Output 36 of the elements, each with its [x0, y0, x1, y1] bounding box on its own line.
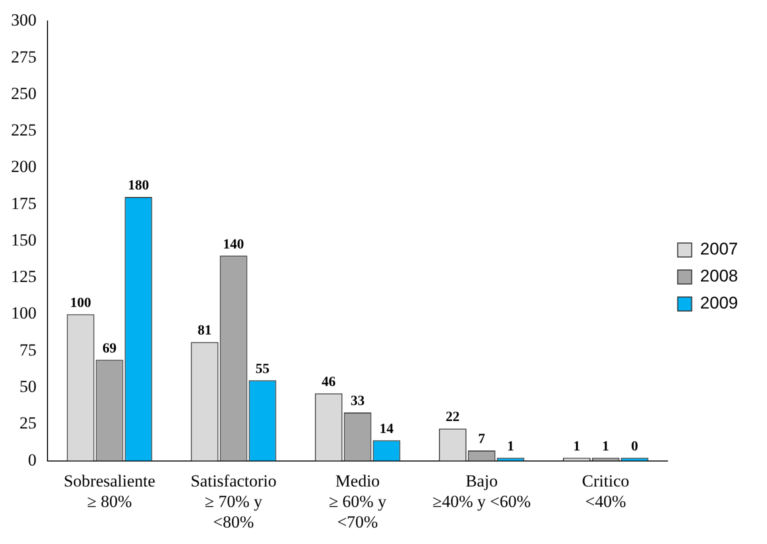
y-tick-label: 125	[11, 267, 36, 286]
data-label: 0	[631, 439, 638, 454]
y-tick-label: 25	[20, 414, 36, 433]
data-label: 140	[223, 237, 244, 252]
x-tick-label: Satisfactorio ≥ 70% y <80%	[190, 471, 277, 532]
y-tick-label: 150	[11, 230, 36, 250]
x-tick-label: Sobresaliente ≥ 80%	[64, 471, 156, 511]
data-label: 46	[322, 375, 336, 390]
x-tick-label: Critico <40%	[582, 471, 630, 511]
data-label: 22	[446, 410, 460, 426]
y-tick-label: 225	[11, 120, 36, 140]
y-tick-label: 275	[11, 47, 36, 66]
data-label: 180	[128, 178, 149, 194]
y-tick-label: 100	[11, 304, 36, 323]
legend-label: 2007	[700, 240, 738, 259]
data-label: 1	[573, 439, 580, 454]
y-tick-label: 175	[11, 194, 36, 213]
data-label: 33	[350, 394, 365, 410]
y-tick-label: 300	[11, 10, 36, 30]
y-tick-label: 250	[11, 84, 36, 103]
y-tick-label: 200	[11, 157, 36, 176]
x-tick-label: Bajo ≥40% y <60%	[432, 471, 531, 511]
data-label: 81	[198, 324, 212, 339]
y-tick-label: 75	[20, 340, 36, 360]
data-label: 100	[70, 296, 92, 311]
data-label: 1	[507, 439, 514, 454]
data-label: 14	[380, 422, 394, 437]
data-label: 69	[102, 341, 117, 356]
data-label: 1	[602, 439, 610, 454]
legend-label: 2008	[700, 266, 738, 286]
y-tick-label: 50	[20, 377, 36, 396]
data-label: 7	[478, 432, 486, 448]
x-tick-label: Medio ≥ 60% y <70%	[328, 471, 387, 532]
legend-label: 2009	[700, 294, 738, 313]
y-tick-label: 0	[28, 450, 36, 470]
data-label: 55	[255, 362, 270, 377]
